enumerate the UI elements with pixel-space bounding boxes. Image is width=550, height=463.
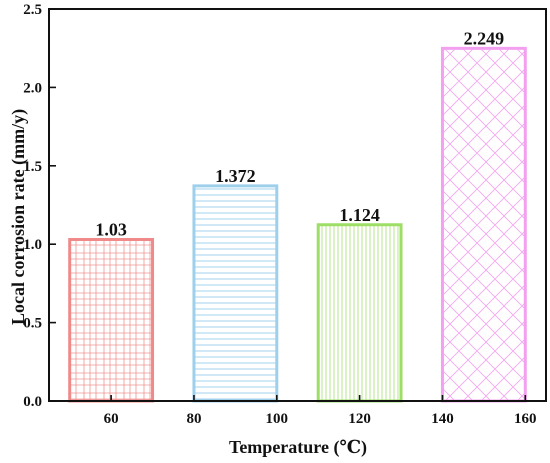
plot-frame [48,8,547,402]
y-tick-label-2: 1.0 [23,237,42,253]
x-tick-label-0: 60 [104,411,119,427]
value-labels-layer: 1.03 1.372 1.124 2.249 [95,28,504,239]
y-tick-label-0: 0.0 [23,394,42,410]
y-tick-label-4: 2.0 [23,80,42,96]
bar-120 [316,223,403,403]
x-tick-label-1: 80 [186,411,201,427]
x-tick-label-4: 140 [431,411,454,427]
data-label-90: 1.372 [215,166,256,186]
data-label-60: 1.03 [95,219,127,239]
y-tick-label-5: 2.5 [23,2,42,18]
axes-layer [48,8,547,402]
bar-60 [68,237,155,403]
x-tick-label-3: 120 [348,411,371,427]
data-label-150: 2.249 [464,28,505,48]
x-tick-label-2: 100 [266,411,289,427]
bar-150 [440,46,527,403]
y-tick-label-1: 0.5 [23,316,42,332]
y-tick-label-3: 1.5 [23,159,42,175]
bar-90 [192,184,279,403]
x-tick-label-5: 160 [514,411,537,427]
x-axis-label: Temperature (℃) [229,437,367,458]
ticks-layer: 0.0 0.5 1.0 1.5 2.0 2.5 60 80 100 120 140 160 [23,2,536,427]
bars-layer [68,46,527,403]
data-label-120: 1.124 [339,205,380,225]
y-axis-label: Local corrosion rate (mm/y) [8,109,29,325]
